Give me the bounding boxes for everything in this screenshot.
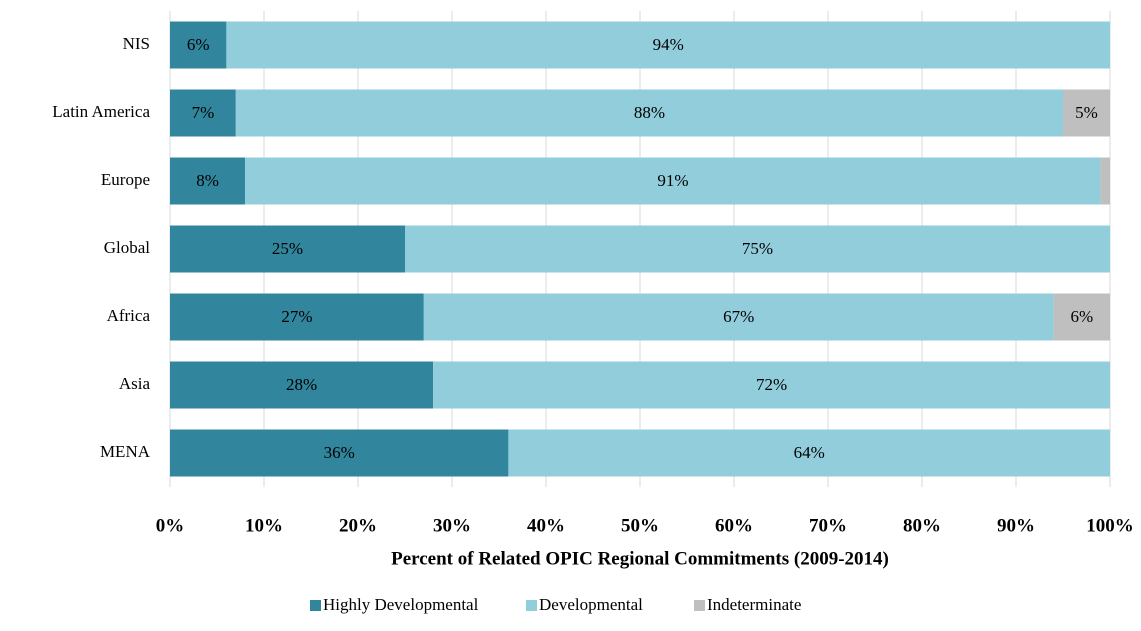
data-label: 88% (634, 103, 665, 122)
bar-segment (170, 157, 246, 205)
legend-swatch (526, 600, 537, 611)
legend-swatch (310, 600, 321, 611)
bar-segment (508, 429, 1110, 477)
data-label: 25% (272, 239, 303, 258)
bar-segment (170, 21, 227, 69)
data-label: 6% (187, 35, 210, 54)
legend-label: Developmental (539, 595, 643, 614)
x-tick-label: 40% (527, 515, 565, 536)
bar-segment (226, 21, 1110, 69)
bar-segment (170, 225, 405, 273)
x-tick-label: 20% (339, 515, 377, 536)
x-axis-title: Percent of Related OPIC Regional Commitm… (391, 548, 889, 569)
x-tick-label: 90% (997, 515, 1035, 536)
data-label: 27% (281, 307, 312, 326)
x-tick-label: 30% (433, 515, 471, 536)
bar-segment (1063, 89, 1110, 137)
y-tick-label: MENA (100, 442, 151, 461)
x-tick-label: 50% (621, 515, 659, 536)
bar-segment (433, 361, 1110, 409)
data-label: 72% (756, 375, 787, 394)
y-tick-label: Latin America (52, 102, 150, 121)
legend-label: Indeterminate (707, 595, 801, 614)
data-label: 75% (742, 239, 773, 258)
bar-segment (170, 89, 236, 137)
data-label: 64% (794, 443, 825, 462)
bar-segment (423, 293, 1054, 341)
x-tick-label: 0% (156, 515, 185, 536)
data-label: 8% (196, 171, 219, 190)
bar-segment (170, 293, 424, 341)
bar-segment (245, 157, 1101, 205)
y-tick-label: Asia (119, 374, 151, 393)
x-tick-label: 70% (809, 515, 847, 536)
bar-segment (1053, 293, 1110, 341)
data-label: 91% (657, 171, 688, 190)
data-label: 6% (1070, 307, 1093, 326)
bar-segment (1100, 157, 1110, 205)
y-tick-label: NIS (123, 34, 150, 53)
data-label: 28% (286, 375, 317, 394)
data-label: 94% (653, 35, 684, 54)
bar-segment (170, 429, 509, 477)
y-tick-label: Africa (107, 306, 151, 325)
legend-swatch (694, 600, 705, 611)
data-label: 7% (192, 103, 215, 122)
x-tick-label: 10% (245, 515, 283, 536)
bar-segment (170, 361, 434, 409)
data-label: 67% (723, 307, 754, 326)
legend-label: Highly Developmental (323, 595, 479, 614)
y-tick-label: Europe (101, 170, 150, 189)
x-tick-label: 80% (903, 515, 941, 536)
x-tick-label: 100% (1086, 515, 1134, 536)
x-tick-label: 60% (715, 515, 753, 536)
data-label: 36% (324, 443, 355, 462)
bar-segment (235, 89, 1064, 137)
bar-segment (405, 225, 1110, 273)
data-label: 5% (1075, 103, 1098, 122)
y-tick-label: Global (104, 238, 151, 257)
